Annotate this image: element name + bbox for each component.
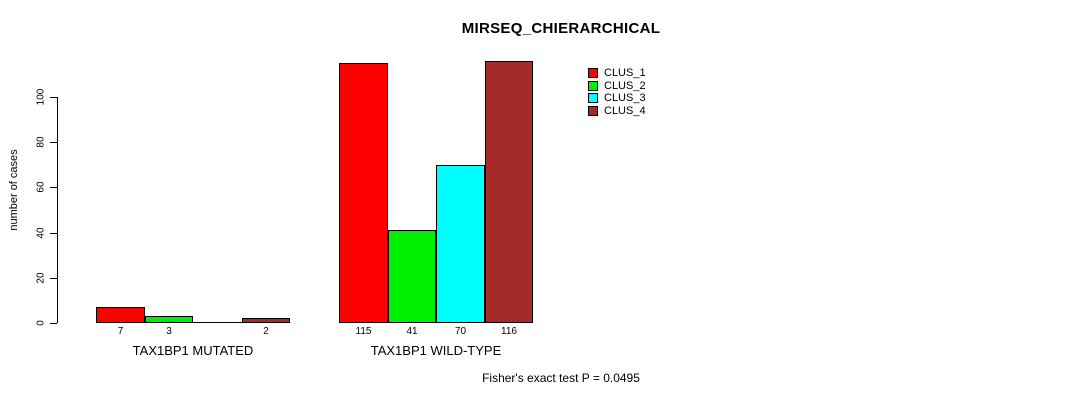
bar-value-label: 115: [355, 326, 372, 337]
legend-swatch-clus-2: [588, 80, 598, 91]
bar-clus-4-group1: [242, 318, 290, 323]
legend-label: CLUS_4: [604, 104, 646, 117]
y-axis-tick-label: 20: [35, 272, 47, 284]
legend-swatch-clus-1: [588, 68, 598, 78]
chart-title: MIRSEQ_CHIERARCHICAL: [461, 20, 661, 37]
bar-value-label: 70: [454, 326, 467, 337]
y-axis-tick-label: 0: [35, 320, 47, 326]
bar-clus-1-group1: [96, 307, 145, 323]
group-label: TAX1BP1 WILD-TYPE: [370, 343, 502, 358]
legend-swatch-clus-3: [588, 93, 598, 104]
y-axis-tick: [50, 97, 57, 98]
bar-clus-2-group2: [388, 230, 436, 323]
y-axis-tick: [50, 277, 57, 279]
y-axis-tick: [50, 232, 57, 234]
legend-swatch-clus-4: [588, 105, 598, 116]
bar-clus-3-group1: [193, 322, 242, 323]
legend-label: CLUS_2: [604, 79, 646, 92]
bar-value-label: 2: [263, 326, 269, 337]
y-axis-tick-label: 60: [35, 181, 47, 193]
bar-value-label: 41: [406, 326, 418, 337]
bar-value-label: 3: [166, 326, 172, 337]
y-axis-tick-label: 100: [35, 88, 47, 106]
legend-label: CLUS_1: [604, 67, 646, 79]
bar-value-label: 116: [501, 326, 517, 337]
bar-clus-1-group2: [339, 63, 388, 323]
y-axis-tick: [50, 187, 57, 189]
y-axis-line: [57, 97, 58, 323]
group-label: TAX1BP1 MUTATED: [132, 343, 254, 358]
bar-clus-3-group2: [436, 165, 485, 323]
bar-clus-4-group2: [485, 61, 533, 323]
y-axis-label: number of cases: [8, 149, 20, 231]
bar-clus-2-group1: [145, 316, 193, 323]
legend-label: CLUS_3: [604, 92, 646, 105]
y-axis-tick-label: 40: [35, 227, 47, 239]
fisher-test-annotation: Fisher's exact test P = 0.0495: [482, 371, 640, 385]
y-axis-tick: [50, 323, 57, 324]
bar-value-label: 7: [117, 326, 124, 337]
y-axis-tick-label: 80: [35, 136, 47, 148]
y-axis-tick: [50, 142, 57, 144]
